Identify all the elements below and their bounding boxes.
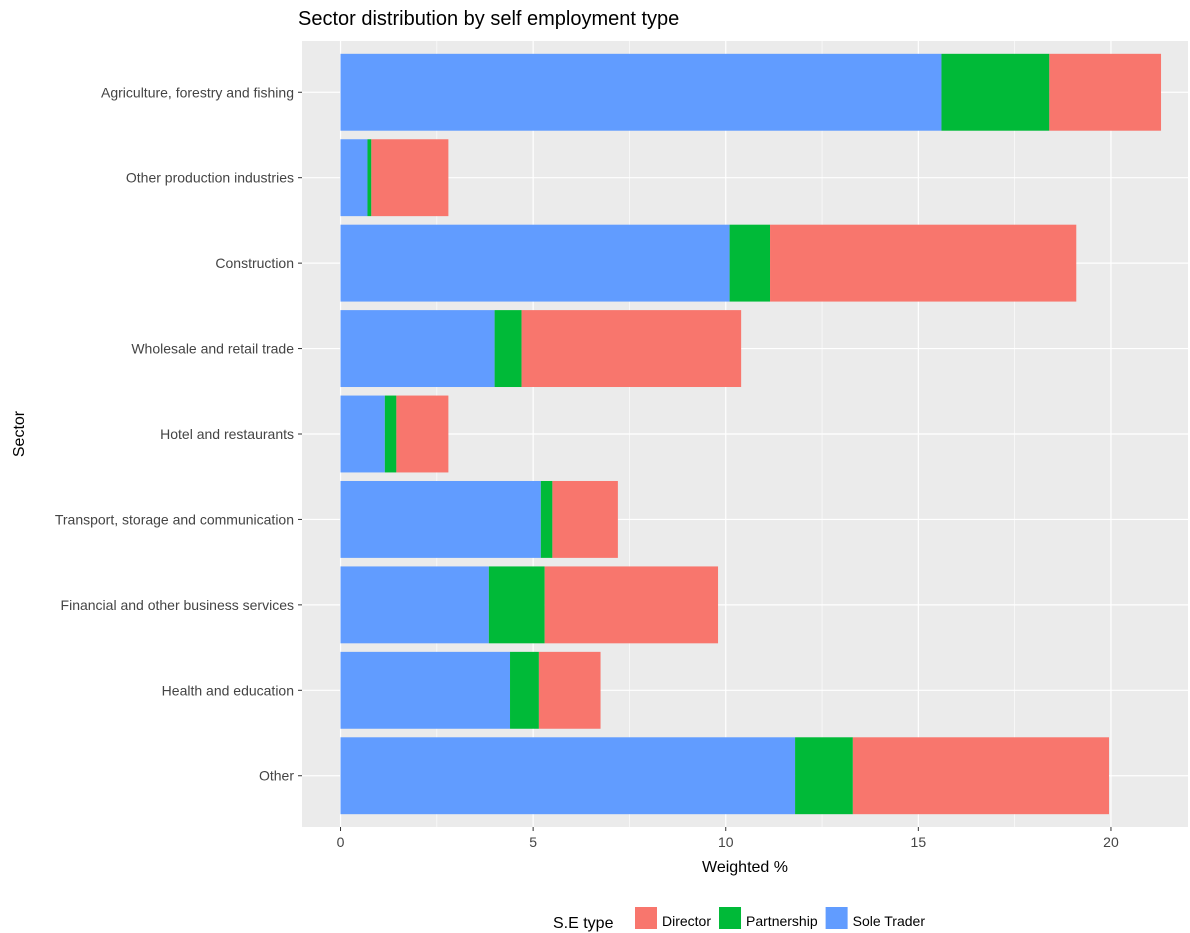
legend-title: S.E type bbox=[553, 915, 614, 932]
y-tick-label: Other bbox=[259, 768, 294, 784]
bar-segment-sole-trader bbox=[340, 139, 368, 217]
x-tick-label: 0 bbox=[337, 834, 345, 850]
bar-segment-director bbox=[538, 651, 601, 729]
bar-segment-partnership bbox=[941, 53, 1050, 131]
y-tick-label: Transport, storage and communication bbox=[55, 511, 294, 527]
bar-segment-sole-trader bbox=[340, 480, 541, 558]
legend-swatch-sole-trader bbox=[825, 907, 848, 929]
y-tick-label: Wholesale and retail trade bbox=[131, 341, 294, 357]
bar-segment-sole-trader bbox=[340, 737, 796, 815]
legend-swatch-partnership bbox=[719, 907, 742, 929]
chart-title: Sector distribution by self employment t… bbox=[298, 8, 679, 30]
bar-segment-director bbox=[371, 139, 449, 217]
y-tick-label: Financial and other business services bbox=[61, 597, 294, 613]
x-axis: 0 5 10 15 20 bbox=[337, 827, 1119, 850]
x-tick-label: 10 bbox=[718, 834, 734, 850]
bar-segment-director bbox=[552, 480, 618, 558]
bar-segment-director bbox=[396, 395, 449, 473]
bar-segment-partnership bbox=[494, 310, 522, 388]
x-tick-label: 20 bbox=[1103, 834, 1119, 850]
bar-segment-director bbox=[852, 737, 1110, 815]
y-axis-label: Sector bbox=[11, 410, 28, 457]
bar-segment-director bbox=[544, 566, 719, 644]
bar-segment-sole-trader bbox=[340, 651, 511, 729]
legend-label-partnership: Partnership bbox=[746, 913, 818, 929]
legend-label-sole-trader: Sole Trader bbox=[853, 913, 926, 929]
bar-segment-partnership bbox=[488, 566, 545, 644]
bar-layer bbox=[340, 53, 1162, 815]
bar-segment-director bbox=[1049, 53, 1162, 131]
bar-segment-director bbox=[521, 310, 742, 388]
bar-segment-sole-trader bbox=[340, 224, 730, 302]
bar-segment-partnership bbox=[540, 480, 553, 558]
bar-segment-partnership bbox=[729, 224, 771, 302]
legend-swatch-director bbox=[635, 907, 657, 929]
x-axis-label: Weighted % bbox=[702, 859, 788, 876]
y-axis: Agriculture, forestry and fishing Other p… bbox=[55, 84, 302, 784]
bar-segment-partnership bbox=[795, 737, 853, 815]
legend-label-director: Director bbox=[662, 913, 711, 929]
bar-segment-director bbox=[770, 224, 1077, 302]
bar-segment-sole-trader bbox=[340, 395, 385, 473]
x-tick-label: 5 bbox=[529, 834, 537, 850]
bar-segment-sole-trader bbox=[340, 310, 495, 388]
y-tick-label: Health and education bbox=[162, 682, 294, 698]
y-tick-label: Construction bbox=[215, 255, 294, 271]
y-tick-label: Other production industries bbox=[126, 170, 294, 186]
bar-segment-partnership bbox=[384, 395, 397, 473]
x-tick-label: 15 bbox=[911, 834, 927, 850]
bar-segment-partnership bbox=[510, 651, 539, 729]
bar-segment-sole-trader bbox=[340, 566, 489, 644]
legend: S.E type Director Partnership Sole Trader bbox=[553, 907, 925, 932]
bar-segment-partnership bbox=[367, 139, 372, 217]
y-tick-label: Agriculture, forestry and fishing bbox=[101, 84, 294, 100]
y-tick-label: Hotel and restaurants bbox=[160, 426, 294, 442]
bar-segment-sole-trader bbox=[340, 53, 942, 131]
